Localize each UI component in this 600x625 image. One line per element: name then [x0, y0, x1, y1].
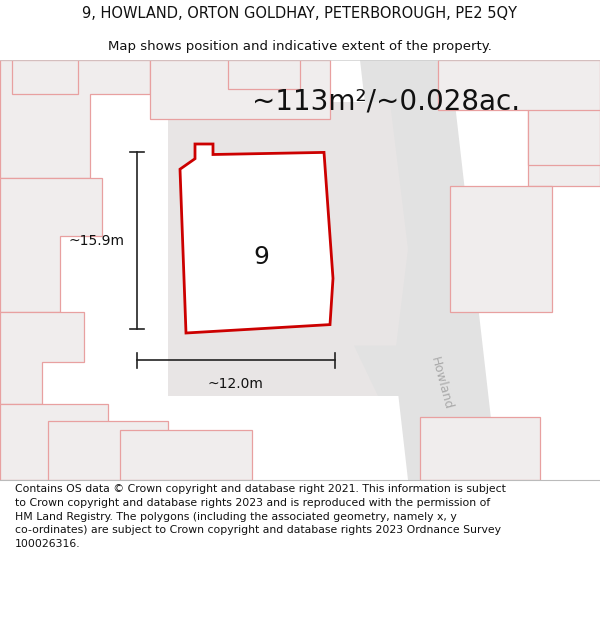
Polygon shape — [0, 312, 84, 404]
Text: ~12.0m: ~12.0m — [208, 377, 264, 391]
Polygon shape — [120, 429, 252, 480]
Text: Howland: Howland — [428, 356, 454, 411]
Polygon shape — [0, 177, 102, 312]
Polygon shape — [48, 421, 168, 480]
Polygon shape — [168, 102, 408, 396]
Text: 9: 9 — [253, 246, 269, 269]
Polygon shape — [438, 60, 600, 186]
Text: Map shows position and indicative extent of the property.: Map shows position and indicative extent… — [108, 40, 492, 53]
Polygon shape — [0, 60, 150, 178]
Text: ~15.9m: ~15.9m — [69, 234, 125, 248]
Text: ~113m²/~0.028ac.: ~113m²/~0.028ac. — [252, 88, 520, 116]
Polygon shape — [0, 404, 108, 480]
Polygon shape — [354, 346, 408, 396]
Text: 9, HOWLAND, ORTON GOLDHAY, PETERBOROUGH, PE2 5QY: 9, HOWLAND, ORTON GOLDHAY, PETERBOROUGH,… — [83, 6, 517, 21]
Polygon shape — [150, 60, 330, 119]
Polygon shape — [528, 111, 600, 165]
Polygon shape — [228, 60, 300, 89]
Polygon shape — [12, 60, 78, 94]
Polygon shape — [180, 144, 333, 333]
Polygon shape — [360, 60, 498, 480]
Text: Contains OS data © Crown copyright and database right 2021. This information is : Contains OS data © Crown copyright and d… — [15, 484, 506, 549]
Polygon shape — [450, 186, 552, 312]
Polygon shape — [420, 417, 540, 480]
